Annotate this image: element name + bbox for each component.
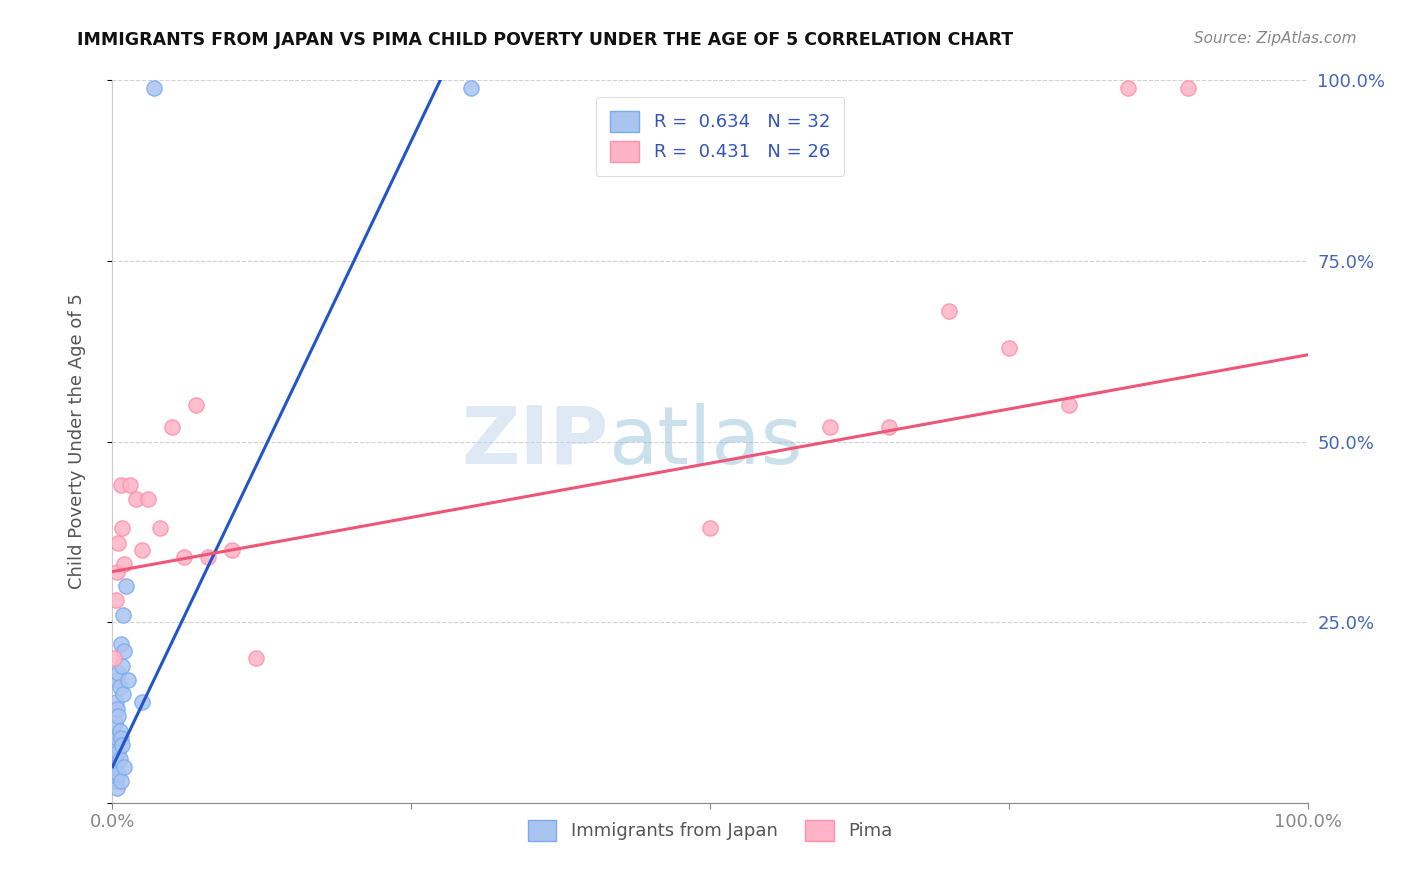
Y-axis label: Child Poverty Under the Age of 5: Child Poverty Under the Age of 5 xyxy=(67,293,86,590)
Point xyxy=(105,565,128,579)
Point xyxy=(998,341,1021,355)
Point xyxy=(125,492,148,507)
Point xyxy=(107,665,129,680)
Point xyxy=(103,767,125,781)
Point xyxy=(108,723,131,738)
Point xyxy=(114,579,136,593)
Point xyxy=(105,774,128,789)
Point xyxy=(105,738,128,752)
Point xyxy=(120,478,142,492)
Point xyxy=(114,760,135,774)
Point xyxy=(111,738,134,752)
Point xyxy=(104,716,127,731)
Point xyxy=(197,550,219,565)
Text: atlas: atlas xyxy=(609,402,803,481)
Point xyxy=(699,521,721,535)
Point xyxy=(131,542,153,557)
Point xyxy=(938,304,960,318)
Point xyxy=(108,680,131,694)
Text: ZIP: ZIP xyxy=(461,402,609,481)
Point xyxy=(173,550,195,565)
Point xyxy=(110,774,132,789)
Legend: Immigrants from Japan, Pima: Immigrants from Japan, Pima xyxy=(520,813,900,848)
Point xyxy=(105,673,128,687)
Point xyxy=(879,420,901,434)
Point xyxy=(1057,398,1080,412)
Point xyxy=(143,80,166,95)
Point xyxy=(104,752,127,766)
Point xyxy=(1177,80,1199,95)
Point xyxy=(105,695,128,709)
Point xyxy=(107,745,129,759)
Point xyxy=(105,731,128,745)
Point xyxy=(138,492,160,507)
Point xyxy=(186,398,208,412)
Point xyxy=(105,702,128,716)
Point xyxy=(131,695,153,709)
Point xyxy=(110,478,132,492)
Point xyxy=(105,781,128,796)
Point xyxy=(110,637,132,651)
Point xyxy=(111,521,134,535)
Point xyxy=(107,709,129,723)
Point xyxy=(114,644,135,658)
Point xyxy=(114,558,135,572)
Point xyxy=(221,542,243,557)
Text: IMMIGRANTS FROM JAPAN VS PIMA CHILD POVERTY UNDER THE AGE OF 5 CORRELATION CHART: IMMIGRANTS FROM JAPAN VS PIMA CHILD POVE… xyxy=(77,31,1014,49)
Point xyxy=(105,593,128,607)
Point xyxy=(112,607,135,622)
Point xyxy=(112,687,135,701)
Point xyxy=(460,80,482,95)
Point xyxy=(108,752,131,766)
Point xyxy=(245,651,267,665)
Point xyxy=(105,760,128,774)
Point xyxy=(107,535,129,549)
Point xyxy=(1118,80,1140,95)
Point xyxy=(162,420,183,434)
Point xyxy=(117,673,139,687)
Point xyxy=(107,767,129,781)
Text: Source: ZipAtlas.com: Source: ZipAtlas.com xyxy=(1194,31,1357,46)
Point xyxy=(818,420,841,434)
Point xyxy=(149,521,172,535)
Point xyxy=(111,658,134,673)
Point xyxy=(110,731,132,745)
Point xyxy=(103,651,125,665)
